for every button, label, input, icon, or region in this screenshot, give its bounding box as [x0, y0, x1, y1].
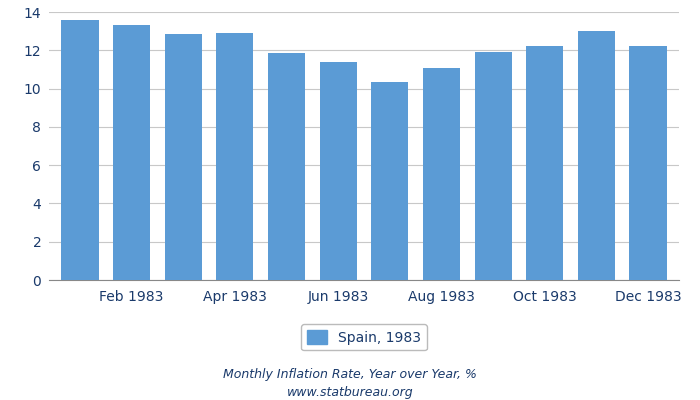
Bar [423, 68, 460, 280]
Bar [216, 33, 253, 280]
Bar [113, 25, 150, 280]
Bar [164, 34, 202, 280]
Bar [371, 82, 408, 280]
Bar [320, 62, 357, 280]
Bar [629, 46, 666, 280]
Bar [526, 46, 564, 280]
Bar [62, 20, 99, 280]
Bar [475, 52, 512, 280]
Legend: Spain, 1983: Spain, 1983 [301, 324, 427, 350]
Bar [578, 31, 615, 280]
Text: www.statbureau.org: www.statbureau.org [287, 386, 413, 399]
Bar [268, 53, 305, 280]
Text: Monthly Inflation Rate, Year over Year, %: Monthly Inflation Rate, Year over Year, … [223, 368, 477, 381]
